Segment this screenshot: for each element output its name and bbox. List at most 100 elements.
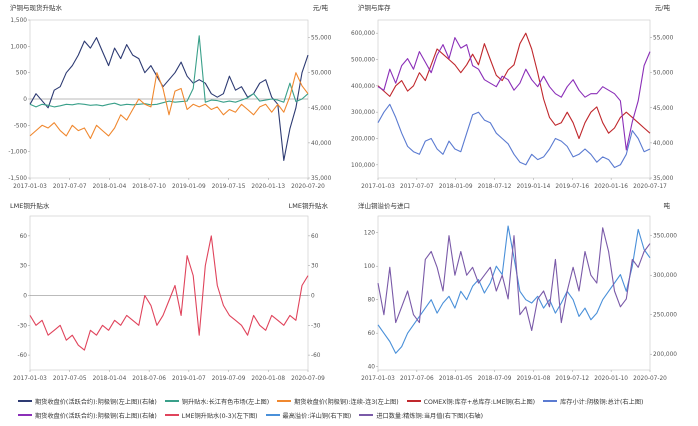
legend-swatch	[164, 400, 179, 402]
legend-swatch	[18, 400, 32, 402]
series-line-2-1	[377, 32, 651, 140]
right-tick-label: 55,000	[311, 36, 332, 42]
chart-title: LME铜升贴水	[10, 201, 50, 210]
right-tick-label: 250,000	[653, 313, 677, 319]
series-line-4-2	[377, 227, 651, 332]
right-tick-label: -60	[311, 353, 321, 359]
x-tick-label: 2020-01-13	[251, 184, 285, 190]
left-tick-label: 0	[23, 97, 27, 103]
chart-panel-4: 洋山铜溢价与进口 吨 120 100 80 60 40 350,000 300,000 250,0…	[358, 201, 677, 382]
legend-swatch	[164, 414, 179, 416]
plot-frame	[377, 215, 651, 371]
legend-item: 进口数量:精炼铜:当月值(右下图)(右轴)	[359, 411, 483, 420]
legend-swatch	[406, 400, 421, 402]
legend-item: LME铜升贴水(0-3)(左下图)	[164, 411, 258, 420]
x-tick-label: 2017-01-03	[13, 376, 47, 382]
right-tick-label: 55,000	[653, 36, 674, 42]
right-unit-label: 元/吨	[655, 3, 671, 12]
x-tick-label: 2019-01-07	[172, 376, 206, 382]
x-tick-label: 2019-01-14	[517, 184, 551, 190]
x-tick-label: 2018-01-04	[93, 184, 127, 190]
legend-label: 期货收盘价(活跃合约):阴极铜(左上图)(右轴)	[35, 398, 157, 406]
x-tick-label: 2018-07-12	[478, 184, 512, 190]
left-tick-label: 60	[20, 234, 28, 240]
legend-label: 最高溢价:洋山铜(右下图)	[282, 412, 352, 420]
left-tick-label: 300,000	[351, 110, 375, 116]
x-tick-label: 2020-07-20	[633, 376, 667, 382]
left-tick-label: 60	[368, 331, 376, 337]
legend-swatch	[265, 414, 280, 416]
left-tick-label: 0	[23, 293, 27, 299]
x-tick-label: 2020-01-10	[594, 376, 628, 382]
legend: 期货收盘价(活跃合约):阴极铜(左上图)(右轴) 铜升贴水:长江有色市场(左上图)…	[0, 392, 698, 426]
x-tick-label: 2018-01-09	[439, 184, 473, 190]
left-tick-label: -1,500	[8, 176, 27, 182]
right-tick-label: 60	[311, 234, 319, 240]
x-tick-label: 2018-01-04	[93, 376, 127, 382]
left-tick-label: 500	[16, 71, 27, 77]
legend-row-2: 期货收盘价(活跃合约):阴极铜(右上图)(右轴) LME铜升贴水(0-3)(左下图…	[18, 408, 491, 422]
x-tick-label: 2017-07-07	[400, 184, 434, 190]
legend-label: LME铜升贴水(0-3)(左下图)	[181, 412, 258, 420]
plot-frame	[377, 19, 651, 179]
right-tick-label: 50,000	[311, 71, 332, 77]
right-tick-label: 40,000	[311, 141, 332, 147]
right-tick-label: 0	[311, 293, 315, 299]
series-line-2-3	[377, 37, 651, 151]
x-tick-label: 2019-07-12	[555, 376, 589, 382]
right-tick-label: 300,000	[653, 273, 677, 279]
x-tick-label: 2017-07-07	[53, 184, 87, 190]
right-tick-label: 45,000	[653, 106, 674, 112]
x-tick-label: 2018-07-10	[132, 184, 166, 190]
legend-label: 铜升贴水:长江有色市场(左上图)	[181, 398, 270, 406]
legend-swatch	[359, 414, 374, 416]
legend-item: 期货收盘价(活跃合约):阴极铜(右上图)(右轴)	[18, 411, 157, 420]
x-tick-label: 2017-01-03	[13, 184, 47, 190]
legend-swatch	[277, 400, 292, 402]
x-tick-label: 2018-07-09	[478, 376, 512, 382]
left-tick-label: 1,500	[10, 18, 27, 24]
series-line-2-2	[377, 103, 651, 169]
x-tick-label: 2018-01-05	[439, 376, 473, 382]
left-tick-label: -60	[18, 353, 28, 359]
right-unit-label: 吨	[664, 201, 671, 210]
legend-label: 进口数量:精炼铜:当月值(右下图)(右轴)	[376, 412, 483, 420]
left-tick-label: 100,000	[351, 163, 375, 169]
legend-label: 期货收盘价(阴极铜):连续-连3(左上图)	[294, 398, 399, 406]
legend-item: 库存小计:阴极铜:总计(右上图)	[543, 397, 643, 406]
right-tick-label: 30	[311, 264, 319, 270]
legend-item: 期货收盘价(阴极铜):连续-连3(左上图)	[277, 397, 399, 406]
x-tick-label: 2019-07-15	[212, 184, 246, 190]
x-tick-label: 2020-01-16	[594, 184, 628, 190]
x-tick-label: 2020-07-09	[291, 376, 325, 382]
left-tick-label: 200,000	[351, 137, 375, 143]
legend-label: 库存小计:阴极铜:总计(右上图)	[560, 398, 644, 406]
legend-item: COMEX铜:库存+总库存:LME铜(右上图)	[406, 397, 536, 406]
chart-panel-1: 沪铜与现货升贴水 元/吨 1,500 1,000 500 0 -500 -1,000 -1,50…	[8, 3, 331, 190]
series-line-1-1	[29, 37, 309, 161]
legend-item: 最高溢价:洋山铜(右下图)	[265, 411, 352, 420]
x-tick-label: 2017-01-03	[361, 376, 395, 382]
legend-item: 铜升贴水:长江有色市场(左上图)	[164, 397, 270, 406]
right-tick-label: 40,000	[653, 141, 674, 147]
chart-title: 洋山铜溢价与进口	[358, 201, 410, 210]
series-line-1-2	[29, 35, 309, 108]
legend-swatch	[543, 400, 558, 402]
chart-panel-2: 沪铜与库存 元/吨 600,000 500,000 400,000 300,000 200,…	[351, 3, 674, 190]
left-tick-label: 400,000	[351, 84, 375, 90]
left-tick-label: 100	[364, 264, 375, 270]
x-tick-label: 2019-07-09	[212, 376, 246, 382]
plot-frame	[29, 215, 309, 371]
chart-title: 沪铜与现货升贴水	[10, 3, 63, 12]
legend-label: COMEX铜:库存+总库存:LME铜(右上图)	[423, 398, 536, 406]
left-tick-label: -1,000	[8, 150, 27, 156]
x-tick-label: 2020-07-17	[633, 184, 667, 190]
left-tick-label: 40	[368, 365, 376, 371]
x-tick-label: 2020-01-08	[251, 376, 285, 382]
series-line-4-1	[377, 225, 651, 354]
left-tick-label: -500	[14, 123, 27, 129]
right-tick-label: 35,000	[653, 176, 674, 182]
x-tick-label: 2019-01-08	[517, 376, 551, 382]
left-tick-label: -30	[18, 323, 28, 329]
